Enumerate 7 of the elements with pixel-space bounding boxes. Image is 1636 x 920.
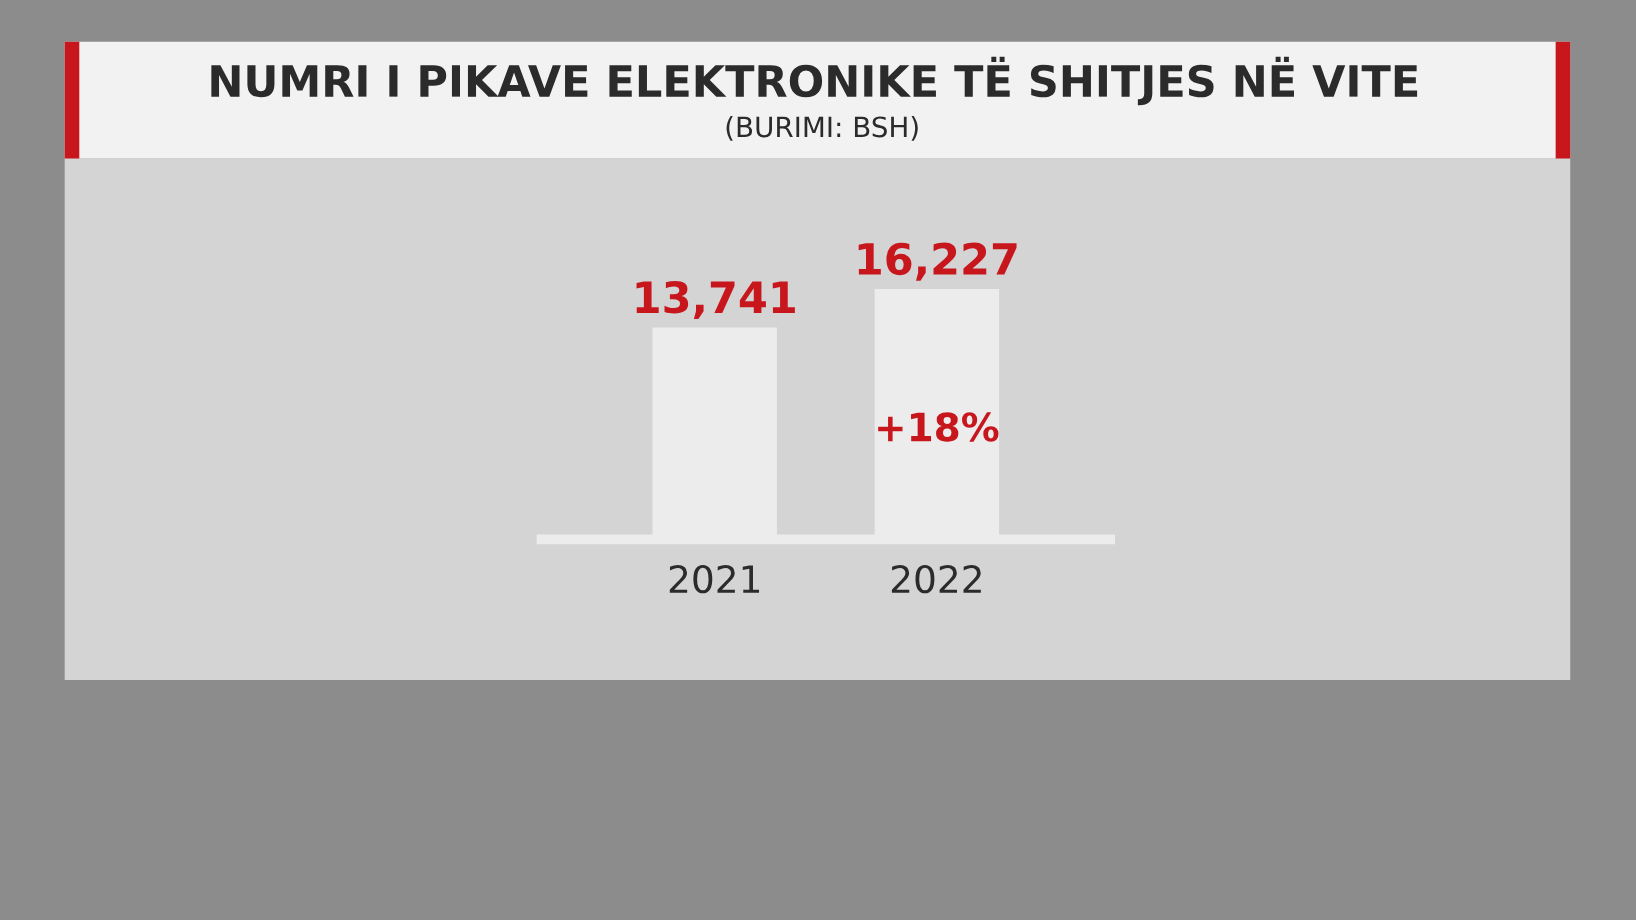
chart-title: NUMRI I PIKAVE ELEKTRONIKE TË SHITJES NË VITE <box>211 56 1418 106</box>
x-tick-label: 2021 <box>669 564 760 594</box>
x-tick-label: 2022 <box>891 564 981 594</box>
annotation: +18% <box>878 412 999 442</box>
data-label: 16,227 <box>858 242 1017 281</box>
data-label: 13,741 <box>636 280 795 320</box>
chart-subtitle: (BURIMI: BSH) <box>726 115 918 141</box>
